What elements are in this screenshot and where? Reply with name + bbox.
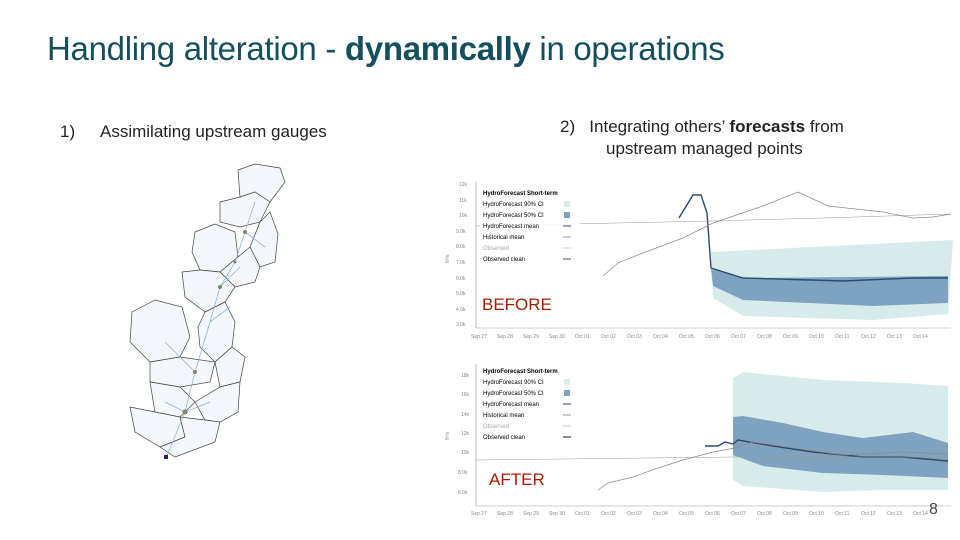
svg-text:5.0k: 5.0k bbox=[456, 291, 466, 297]
svg-text:Sep 28: Sep 28 bbox=[497, 511, 513, 517]
svg-text:Oct 08: Oct 08 bbox=[757, 511, 772, 517]
svg-text:Oct 14: Oct 14 bbox=[913, 511, 928, 517]
list-item-1: 1) Assimilating upstream gauges bbox=[60, 122, 327, 142]
legend-item: Observed bbox=[483, 246, 509, 252]
before-chart: 12k 11k 10k 9.0k 8.0k 7.0k 6.0k 5.0k 4.0k 3.0k ft… bbox=[443, 178, 953, 348]
svg-text:6.0k: 6.0k bbox=[458, 490, 468, 496]
legend-title: HydroForecast Short-term bbox=[483, 191, 558, 197]
item-number: 2) bbox=[560, 117, 576, 136]
watershed-map bbox=[120, 162, 295, 460]
svg-text:12k: 12k bbox=[459, 182, 468, 188]
svg-text:10k: 10k bbox=[459, 213, 468, 219]
svg-text:Oct 03: Oct 03 bbox=[627, 334, 642, 340]
item-text-end: from bbox=[805, 117, 844, 136]
svg-text:8.0k: 8.0k bbox=[456, 244, 466, 250]
svg-text:12k: 12k bbox=[461, 431, 470, 437]
legend-item: Historical mean bbox=[483, 413, 524, 419]
svg-text:Oct 07: Oct 07 bbox=[731, 511, 746, 517]
svg-text:Oct 09: Oct 09 bbox=[783, 334, 798, 340]
svg-text:Oct 04: Oct 04 bbox=[653, 511, 668, 517]
svg-text:18k: 18k bbox=[461, 373, 470, 379]
svg-text:Oct 10: Oct 10 bbox=[809, 511, 824, 517]
svg-text:Oct 12: Oct 12 bbox=[861, 511, 876, 517]
legend-item: HydroForecast mean bbox=[483, 402, 539, 408]
svg-text:9.0k: 9.0k bbox=[456, 229, 466, 235]
svg-text:6.0k: 6.0k bbox=[456, 276, 466, 282]
title-bold-text: dynamically bbox=[344, 30, 531, 67]
svg-text:3.0k: 3.0k bbox=[456, 322, 466, 328]
legend-item: HydroForecast 50% CI bbox=[483, 391, 544, 397]
svg-text:Oct 05: Oct 05 bbox=[679, 334, 694, 340]
svg-text:Oct 11: Oct 11 bbox=[835, 334, 850, 340]
svg-text:Oct 04: Oct 04 bbox=[653, 334, 668, 340]
legend-item: Observed clean bbox=[483, 257, 525, 263]
item-bold-text: forecasts bbox=[729, 117, 806, 136]
svg-text:16k: 16k bbox=[461, 392, 470, 398]
svg-text:Oct 10: Oct 10 bbox=[809, 334, 824, 340]
title-text-end: in operations bbox=[530, 30, 725, 67]
after-chart: 18k 16k 14k 12k 10k 8.0k 6.0k ft³/s HydroForec… bbox=[443, 360, 953, 520]
before-label: BEFORE bbox=[482, 295, 552, 314]
svg-text:Sep 30: Sep 30 bbox=[549, 511, 565, 517]
item-number: 1) bbox=[60, 122, 76, 141]
svg-text:4.0k: 4.0k bbox=[456, 307, 466, 313]
svg-text:Oct 09: Oct 09 bbox=[783, 511, 798, 517]
svg-text:Oct 11: Oct 11 bbox=[835, 511, 850, 517]
svg-text:Oct 02: Oct 02 bbox=[601, 334, 616, 340]
page-number: 8 bbox=[929, 501, 938, 518]
svg-text:Oct 02: Oct 02 bbox=[601, 511, 616, 517]
y-axis-label: ft³/s bbox=[445, 431, 451, 440]
legend-item: Historical mean bbox=[483, 235, 524, 241]
item-text-line2: upstream managed points bbox=[606, 139, 803, 158]
svg-text:Oct 01: Oct 01 bbox=[575, 511, 590, 517]
svg-text:10k: 10k bbox=[461, 450, 470, 456]
svg-text:Oct 13: Oct 13 bbox=[887, 334, 902, 340]
svg-text:Sep 28: Sep 28 bbox=[497, 334, 513, 340]
svg-text:Oct 12: Oct 12 bbox=[861, 334, 876, 340]
svg-text:8.0k: 8.0k bbox=[458, 470, 468, 476]
svg-text:Oct 06: Oct 06 bbox=[705, 511, 720, 517]
svg-text:Oct 14: Oct 14 bbox=[913, 334, 928, 340]
legend-item: HydroForecast mean bbox=[483, 224, 539, 230]
svg-text:7.0k: 7.0k bbox=[456, 260, 466, 266]
svg-text:Sep 27: Sep 27 bbox=[471, 334, 487, 340]
legend-item: HydroForecast 50% CI bbox=[483, 213, 544, 219]
after-label: AFTER bbox=[489, 470, 545, 489]
svg-text:Oct 13: Oct 13 bbox=[887, 511, 902, 517]
legend-item: Observed clean bbox=[483, 435, 525, 441]
svg-text:Sep 30: Sep 30 bbox=[549, 334, 565, 340]
legend-item: Observed bbox=[483, 424, 509, 430]
svg-text:Oct 03: Oct 03 bbox=[627, 511, 642, 517]
list-item-2: 2) Integrating others’ forecasts from up… bbox=[560, 116, 844, 160]
svg-text:Oct 01: Oct 01 bbox=[575, 334, 590, 340]
y-axis-label: ft³/s bbox=[445, 254, 451, 263]
svg-text:Sep 27: Sep 27 bbox=[471, 511, 487, 517]
svg-text:Oct 08: Oct 08 bbox=[757, 334, 772, 340]
svg-text:14k: 14k bbox=[461, 412, 470, 418]
svg-text:Oct 05: Oct 05 bbox=[679, 511, 694, 517]
svg-text:Oct 07: Oct 07 bbox=[731, 334, 746, 340]
svg-text:Sep 29: Sep 29 bbox=[523, 334, 539, 340]
legend-item: HydroForecast 90% CI bbox=[483, 202, 544, 208]
title-text: Handling alteration - bbox=[47, 30, 345, 67]
svg-text:Oct 06: Oct 06 bbox=[705, 334, 720, 340]
item-text: Integrating others’ bbox=[589, 117, 730, 136]
svg-text:Sep 29: Sep 29 bbox=[523, 511, 539, 517]
svg-text:11k: 11k bbox=[459, 198, 467, 204]
item-text: Assimilating upstream gauges bbox=[100, 122, 327, 141]
legend-item: HydroForecast 90% CI bbox=[483, 380, 544, 386]
slide-title: Handling alteration - dynamically in ope… bbox=[47, 30, 725, 68]
legend-title: HydroForecast Short-term bbox=[483, 369, 558, 375]
